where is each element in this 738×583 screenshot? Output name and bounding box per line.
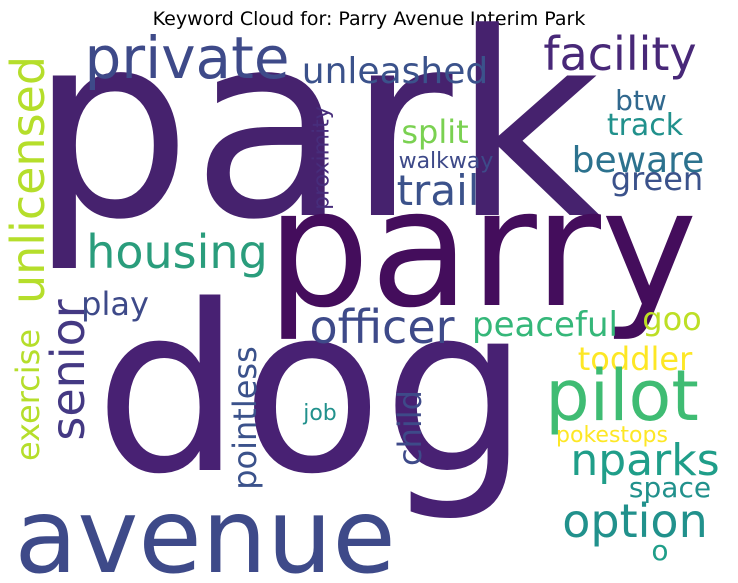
word: nparks (570, 435, 719, 486)
word: facility (543, 27, 696, 81)
word: play (81, 285, 149, 323)
word: o (651, 534, 668, 567)
word: senior (41, 299, 95, 440)
word: track (607, 108, 684, 143)
word: pokestops (556, 423, 668, 448)
word: pilot (545, 355, 699, 437)
word: exercise (9, 329, 47, 461)
word: park (30, 0, 601, 276)
word: walkway (399, 149, 494, 174)
word: parry (267, 155, 698, 344)
word: peaceful (472, 305, 618, 345)
word: unlicensed (1, 56, 55, 304)
word: job (302, 401, 337, 426)
word: trail (397, 166, 480, 215)
title: Keyword Cloud for: Parry Avenue Interim … (153, 8, 586, 30)
word: officer (309, 300, 454, 354)
word: avenue (14, 477, 395, 583)
word: beware (572, 140, 705, 181)
word: pointless (226, 346, 264, 490)
word: dog (95, 257, 530, 525)
word: green (611, 160, 703, 198)
word: goo (642, 300, 701, 338)
word: housing (86, 225, 268, 279)
word: split (401, 113, 468, 151)
word: option (562, 494, 707, 548)
word: child (391, 390, 429, 466)
word: proximity (310, 106, 335, 210)
word: btw (615, 84, 667, 117)
word: private (84, 24, 289, 92)
word: space (629, 471, 711, 504)
word: unleashed (302, 51, 488, 92)
word: toddler (578, 340, 693, 378)
